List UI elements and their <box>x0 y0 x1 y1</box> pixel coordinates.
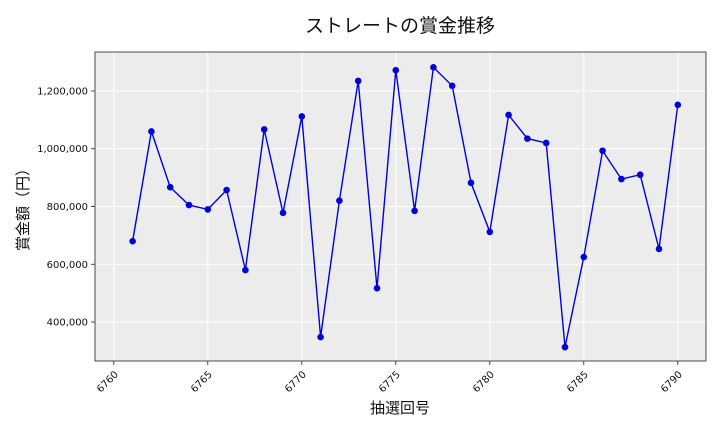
data-point <box>223 186 230 194</box>
series-group <box>129 64 682 351</box>
x-tick-label: 6785 <box>565 369 591 395</box>
data-point <box>618 175 625 183</box>
data-point <box>430 64 437 71</box>
data-point <box>129 237 136 245</box>
x-tick-label: 6770 <box>283 369 309 395</box>
data-point <box>674 101 682 109</box>
series-line <box>131 65 679 348</box>
data-point <box>298 113 306 120</box>
data-point <box>655 245 663 253</box>
x-axis-ticks: 6760 6765 6770 6775 6780 6785 6790 <box>95 361 685 395</box>
data-point <box>317 333 324 341</box>
data-point <box>373 284 381 292</box>
x-tick-label: 6775 <box>377 369 403 395</box>
data-point <box>260 126 268 133</box>
data-point <box>580 253 588 261</box>
data-point <box>166 183 174 191</box>
data-point <box>279 209 287 217</box>
x-tick-label: 6760 <box>95 369 121 395</box>
data-point <box>185 201 193 209</box>
y-axis-ticks: 400,000 600,000 800,000 1,000,000 1,200,000 <box>37 86 95 329</box>
y-tick-label: 600,000 <box>47 260 88 271</box>
data-point <box>148 128 155 135</box>
chart-title: ストレートの賞金推移 <box>305 15 495 37</box>
x-tick-label: 6790 <box>659 369 685 395</box>
data-point <box>411 207 418 215</box>
data-point <box>505 111 512 119</box>
y-tick-label: 400,000 <box>47 318 88 329</box>
data-point <box>486 228 494 236</box>
x-tick-label: 6765 <box>189 369 215 395</box>
data-point <box>204 206 212 213</box>
y-tick-label: 1,200,000 <box>37 86 88 97</box>
data-point <box>636 171 644 179</box>
x-axis-label: 抽選回号 <box>370 399 430 417</box>
plot-frame <box>94 51 707 362</box>
data-point <box>242 266 249 274</box>
x-tick-label: 6780 <box>471 369 497 395</box>
data-point <box>392 66 400 74</box>
data-point <box>448 82 456 90</box>
data-point <box>354 77 362 85</box>
data-point <box>599 147 606 155</box>
data-point <box>542 139 550 147</box>
data-point <box>336 197 343 205</box>
y-tick-label: 800,000 <box>47 202 88 213</box>
y-axis-label: 賞金額（円） <box>14 161 32 251</box>
y-tick-label: 1,000,000 <box>37 144 88 155</box>
data-point <box>524 135 531 142</box>
data-point <box>467 179 475 187</box>
data-point <box>561 343 569 351</box>
